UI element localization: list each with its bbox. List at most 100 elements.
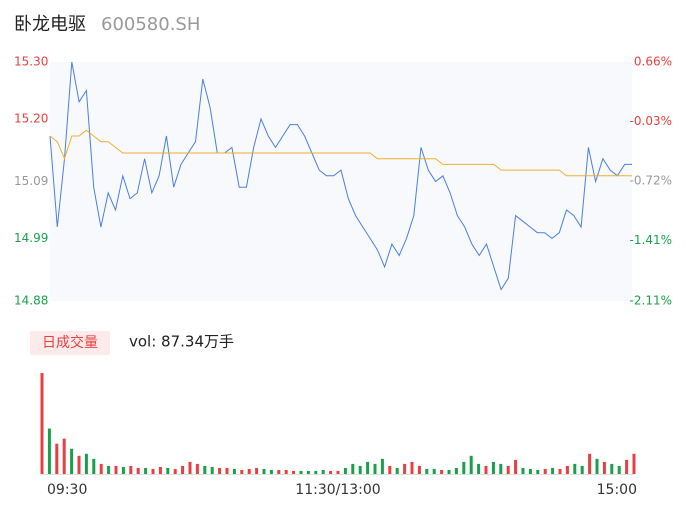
volume-bar [610, 463, 614, 474]
y2-tick-label: -0.03% [630, 114, 672, 128]
volume-bar [121, 466, 125, 474]
volume-bar [432, 468, 436, 474]
volume-bar [306, 470, 310, 474]
volume-bar [218, 467, 222, 474]
volume-bar [462, 461, 466, 474]
y2-tick-label: -0.72% [630, 174, 672, 188]
volume-bar [425, 468, 429, 474]
stock-name: 卧龙电驱 [14, 14, 86, 35]
y2-tick-label: -2.11% [630, 294, 672, 308]
volume-bar [528, 468, 532, 474]
volume-bar [269, 469, 273, 474]
y-tick-label: 14.99 [14, 231, 48, 245]
volume-bar [351, 463, 355, 474]
volume-bar [299, 470, 303, 474]
volume-bar [255, 467, 259, 474]
volume-bar [551, 467, 555, 474]
volume-bar [70, 448, 74, 474]
volume-bar [506, 465, 510, 474]
volume-bar [151, 468, 155, 474]
volume-bar [40, 373, 44, 474]
x-tick-label: 09:30 [47, 482, 87, 498]
volume-bar [262, 468, 266, 474]
volume-bar [403, 463, 407, 474]
volume-bar [232, 468, 236, 474]
volume-bar [158, 466, 162, 474]
volume-bar [166, 467, 170, 474]
volume-bar [358, 465, 362, 474]
volume-bar [144, 467, 148, 474]
y2-tick-label: -1.41% [630, 233, 672, 247]
y2-tick-label: 0.66% [634, 55, 672, 69]
volume-bar [284, 469, 288, 474]
volume-bar [395, 467, 399, 474]
volume-bar [225, 467, 229, 474]
volume-bar [588, 453, 592, 474]
volume-bar [203, 465, 207, 474]
volume-bar [625, 459, 629, 474]
volume-bar [47, 428, 51, 474]
volume-bar [321, 469, 325, 474]
volume-bar [484, 465, 488, 474]
volume-bar [336, 470, 340, 474]
volume-bar [595, 458, 599, 474]
volume-bar [114, 465, 118, 474]
y-tick-label: 15.09 [14, 174, 48, 188]
average-line [49, 129, 632, 177]
volume-bar [62, 438, 66, 474]
volume-bar [195, 463, 199, 474]
volume-bar [602, 461, 606, 474]
x-tick-label: 15:00 [597, 482, 637, 498]
volume-bar [617, 465, 621, 474]
volume-bar [410, 461, 414, 474]
volume-bar [565, 465, 569, 474]
volume-bar [469, 455, 473, 474]
volume-bar [543, 468, 547, 474]
volume-bar [573, 463, 577, 474]
volume-bar [173, 468, 177, 474]
volume-bar [521, 467, 525, 474]
volume-bar [366, 461, 370, 474]
volume-bar [329, 470, 333, 474]
volume-bar [277, 469, 281, 474]
y-tick-label: 15.30 [14, 55, 48, 69]
volume-bar [247, 468, 251, 474]
volume-bar [491, 461, 495, 474]
volume-bar [181, 465, 185, 474]
volume-bar [343, 467, 347, 474]
y-tick-label: 14.88 [14, 294, 48, 308]
price-line [49, 61, 632, 291]
volume-bar [499, 463, 503, 474]
volume-bar [536, 469, 540, 474]
x-tick-label: 11:30/13:00 [295, 482, 380, 498]
volume-bar [77, 455, 81, 474]
volume-bar [580, 465, 584, 474]
volume-bar [477, 463, 481, 474]
volume-button-label[interactable]: 日成交量 [42, 334, 98, 351]
volume-bar [514, 459, 518, 474]
volume-bar [373, 463, 377, 474]
volume-bar [136, 467, 140, 474]
stock-code: 600580.SH [101, 14, 200, 35]
volume-bar [240, 469, 244, 474]
volume-bar [84, 453, 88, 474]
volume-bar [99, 463, 103, 474]
volume-bar [292, 470, 296, 474]
volume-bar [107, 465, 111, 474]
volume-bar [417, 465, 421, 474]
volume-bar [55, 443, 59, 474]
volume-bar [129, 465, 133, 474]
plot-area [50, 62, 632, 301]
volume-total: vol: 87.34万手 [129, 333, 234, 351]
volume-bar [314, 470, 318, 474]
volume-bar [454, 467, 458, 474]
volume-button[interactable] [30, 331, 110, 355]
volume-bar [92, 458, 96, 474]
volume-bar [558, 468, 562, 474]
volume-bar [210, 466, 214, 474]
volume-bar [447, 469, 451, 474]
volume-bar [440, 469, 444, 474]
volume-bar [632, 453, 636, 474]
volume-bar [388, 465, 392, 474]
